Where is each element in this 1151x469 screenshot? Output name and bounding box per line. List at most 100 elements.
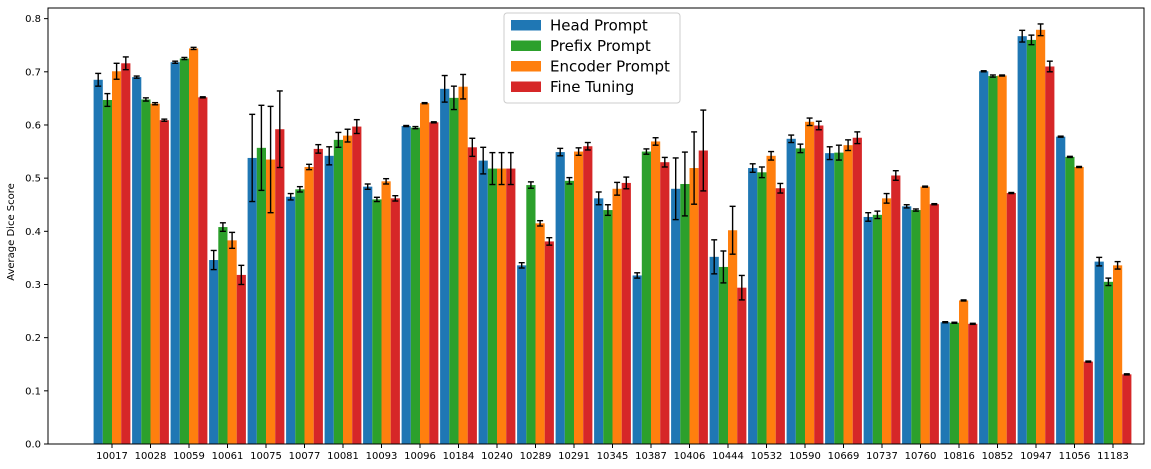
bar-head-prompt bbox=[132, 77, 142, 444]
y-tick-label: 0.5 bbox=[25, 174, 41, 185]
bar-encoder-prompt bbox=[805, 121, 815, 444]
legend-swatch bbox=[511, 61, 541, 72]
bar-head-prompt bbox=[93, 79, 103, 444]
bar-fine-tuning bbox=[660, 162, 670, 444]
bar-encoder-prompt bbox=[612, 188, 622, 444]
bar-prefix-prompt bbox=[333, 139, 343, 445]
x-tick-label: 10816 bbox=[943, 451, 975, 462]
bar-head-prompt bbox=[748, 168, 758, 445]
bar-prefix-prompt bbox=[295, 189, 305, 444]
x-tick-label: 10737 bbox=[866, 451, 898, 462]
x-axis-ticks: 10017 10028 10059 10061 10075 10077 10081 10093… bbox=[96, 444, 1129, 462]
bar-encoder-prompt bbox=[381, 181, 391, 444]
y-axis-label: Average Dice Score bbox=[6, 183, 17, 281]
bar-head-prompt bbox=[1056, 136, 1066, 445]
bar-head-prompt bbox=[825, 153, 835, 444]
bar-encoder-prompt bbox=[266, 159, 276, 444]
x-tick-label: 10345 bbox=[597, 451, 629, 462]
bar-head-prompt bbox=[324, 155, 334, 444]
x-tick-label: 11056 bbox=[1059, 451, 1091, 462]
bar-fine-tuning bbox=[544, 241, 554, 444]
x-tick-label: 10760 bbox=[905, 451, 937, 462]
bar-encoder-prompt bbox=[1036, 29, 1046, 445]
bar-encoder-prompt bbox=[766, 155, 776, 444]
legend-swatch bbox=[511, 81, 541, 92]
bar-fine-tuning bbox=[814, 125, 824, 444]
x-tick-label: 10852 bbox=[982, 451, 1014, 462]
bar-head-prompt bbox=[517, 265, 527, 444]
bar-prefix-prompt bbox=[487, 168, 497, 444]
y-tick-label: 0.7 bbox=[25, 67, 41, 78]
bar-head-prompt bbox=[902, 206, 912, 444]
bar-fine-tuning bbox=[583, 146, 593, 444]
bar-encoder-prompt bbox=[497, 168, 507, 444]
bar-head-prompt bbox=[632, 275, 642, 444]
bar-encoder-prompt bbox=[304, 166, 314, 445]
bar-fine-tuning bbox=[698, 150, 708, 444]
bar-prefix-prompt bbox=[1065, 156, 1075, 444]
legend-label: Prefix Prompt bbox=[550, 37, 651, 55]
bar-fine-tuning bbox=[1122, 374, 1132, 444]
bar-prefix-prompt bbox=[872, 214, 882, 444]
y-axis-ticks: 0.0 0.1 0.2 0.3 0.4 0.5 0.6 0.7 0.8 bbox=[25, 14, 48, 451]
x-tick-label: 10406 bbox=[674, 451, 706, 462]
x-tick-label: 10387 bbox=[635, 451, 667, 462]
y-tick-label: 0.6 bbox=[25, 120, 41, 131]
bar-fine-tuning bbox=[121, 63, 131, 445]
bar-head-prompt bbox=[440, 88, 450, 444]
bar-fine-tuning bbox=[1045, 66, 1055, 445]
bar-prefix-prompt bbox=[680, 183, 690, 444]
bar-fine-tuning bbox=[467, 147, 477, 444]
y-tick-label: 0.2 bbox=[25, 333, 41, 344]
x-tick-label: 10096 bbox=[404, 451, 436, 462]
bar-fine-tuning bbox=[1006, 193, 1016, 444]
bar-fine-tuning bbox=[891, 175, 901, 445]
x-tick-label: 10444 bbox=[712, 451, 744, 462]
x-tick-label: 10532 bbox=[751, 451, 783, 462]
bar-prefix-prompt bbox=[372, 199, 382, 444]
bar-encoder-prompt bbox=[1113, 265, 1123, 444]
bar-head-prompt bbox=[979, 71, 989, 445]
bar-encoder-prompt bbox=[420, 103, 430, 445]
bar-prefix-prompt bbox=[641, 151, 651, 444]
bar-prefix-prompt bbox=[834, 152, 844, 444]
bar-head-prompt bbox=[286, 196, 296, 444]
bar-head-prompt bbox=[863, 216, 873, 444]
bar-prefix-prompt bbox=[564, 180, 574, 444]
bar-fine-tuning bbox=[236, 274, 246, 444]
x-tick-label: 10081 bbox=[327, 451, 359, 462]
x-tick-label: 10669 bbox=[828, 451, 860, 462]
x-tick-label: 10947 bbox=[1020, 451, 1052, 462]
bar-head-prompt bbox=[1017, 36, 1027, 445]
bar-encoder-prompt bbox=[574, 151, 584, 444]
bar-head-prompt bbox=[401, 126, 411, 444]
legend-box bbox=[503, 12, 681, 104]
bar-head-prompt bbox=[671, 188, 681, 444]
x-tick-label: 11183 bbox=[1097, 451, 1129, 462]
y-tick-label: 0.0 bbox=[25, 440, 41, 451]
legend: Head Prompt Prefix Prompt Encoder Prompt Fi… bbox=[503, 12, 681, 104]
bar-head-prompt bbox=[478, 160, 488, 444]
x-tick-label: 10093 bbox=[366, 451, 398, 462]
bar-prefix-prompt bbox=[603, 210, 613, 444]
bar-prefix-prompt bbox=[102, 99, 112, 445]
bar-fine-tuning bbox=[198, 97, 208, 444]
bar-fine-tuning bbox=[1083, 361, 1093, 444]
bar-head-prompt bbox=[1094, 261, 1104, 444]
bar-prefix-prompt bbox=[526, 185, 536, 444]
bar-prefix-prompt bbox=[449, 97, 459, 445]
bar-prefix-prompt bbox=[1026, 39, 1036, 445]
bar-encoder-prompt bbox=[882, 198, 892, 444]
bar-encoder-prompt bbox=[1074, 166, 1084, 445]
x-tick-label: 10061 bbox=[212, 451, 244, 462]
bar-encoder-prompt bbox=[959, 300, 969, 444]
bar-encoder-prompt bbox=[843, 145, 853, 444]
bar-fine-tuning bbox=[775, 188, 785, 444]
bar-encoder-prompt bbox=[920, 186, 930, 444]
y-tick-label: 0.3 bbox=[25, 280, 41, 291]
x-tick-label: 10028 bbox=[135, 451, 167, 462]
legend-swatch bbox=[511, 20, 541, 31]
x-tick-label: 10291 bbox=[558, 451, 590, 462]
bar-fine-tuning bbox=[929, 204, 939, 444]
bar-prefix-prompt bbox=[911, 210, 921, 444]
